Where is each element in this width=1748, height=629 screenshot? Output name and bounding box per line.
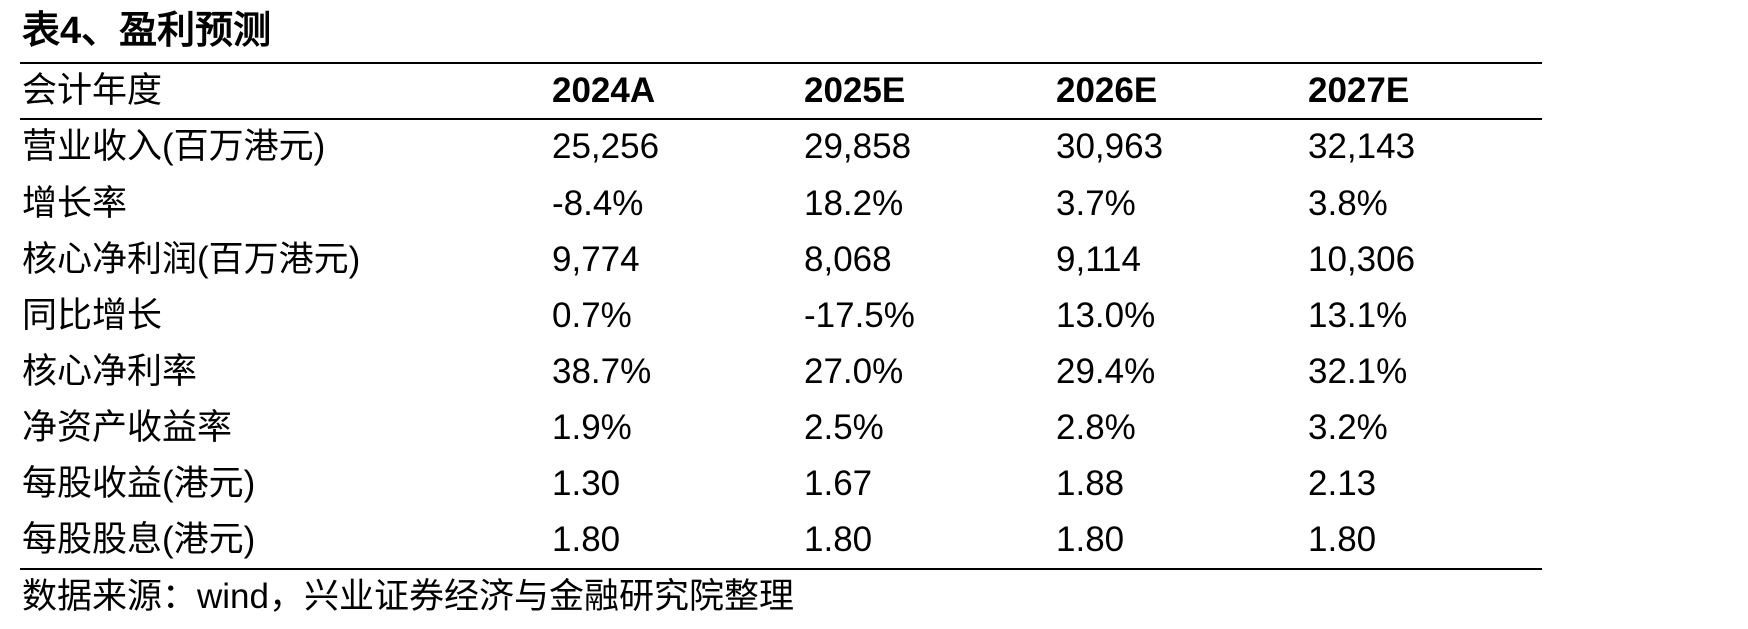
table-cell: 13.1%: [1308, 296, 1408, 335]
table-row: 每股股息(港元) 1.80 1.80 1.80 1.80: [22, 512, 1540, 568]
table-cell: 1.30: [552, 464, 621, 503]
table-cell: 2.8%: [1056, 408, 1136, 447]
table-cell: 29,858: [804, 127, 912, 166]
row-label: 每股股息(港元): [22, 520, 256, 559]
table-cell: 9,774: [552, 240, 640, 279]
row-label: 净资产收益率: [22, 408, 233, 447]
table-title: 表4、盈利预测: [22, 10, 272, 52]
table-cell: 32.1%: [1308, 352, 1408, 391]
source-note: 数据来源：wind，兴业证券经济与金融研究院整理: [22, 577, 794, 616]
table-cell: 32,143: [1308, 127, 1416, 166]
table-cell: 25,256: [552, 127, 660, 166]
table-cell: 1.9%: [552, 408, 632, 447]
row-label: 同比增长: [22, 296, 163, 335]
row-label: 营业收入(百万港元): [22, 127, 326, 166]
header-year-2027e: 2027E: [1308, 71, 1410, 110]
table-cell: 3.7%: [1056, 184, 1136, 223]
table-cell: 9,114: [1056, 240, 1141, 279]
table-row: 增长率 -8.4% 18.2% 3.7% 3.8%: [22, 176, 1540, 232]
table-cell: 29.4%: [1056, 352, 1156, 391]
table-cell: 38.7%: [552, 352, 652, 391]
table-row: 营业收入(百万港元) 25,256 29,858 30,963 32,143: [22, 118, 1540, 176]
table-cell: 13.0%: [1056, 296, 1156, 335]
earnings-forecast-table: 会计年度 2024A 2025E 2026E 2027E 营业收入(百万港元) …: [22, 64, 1540, 568]
table-row: 每股收益(港元) 1.30 1.67 1.88 2.13: [22, 456, 1540, 512]
table-cell: -8.4%: [552, 184, 644, 223]
table-row: 核心净利率 38.7% 27.0% 29.4% 32.1%: [22, 344, 1540, 400]
table-cell: 2.13: [1308, 464, 1377, 503]
forecast-table-block: 表4、盈利预测 会计年度 2024A 2025E 2026E 2027E 营业收…: [20, 0, 1542, 570]
table-cell: 10,306: [1308, 240, 1416, 279]
table-cell: 1.88: [1056, 464, 1125, 503]
header-row: 会计年度 2024A 2025E 2026E 2027E: [22, 64, 1540, 118]
table-row: 同比增长 0.7% -17.5% 13.0% 13.1%: [22, 288, 1540, 344]
header-year-2026e: 2026E: [1056, 71, 1158, 110]
row-label: 增长率: [22, 184, 128, 223]
row-label: 核心净利润(百万港元): [22, 240, 361, 279]
top-rule: [20, 62, 1542, 64]
table-cell: 2.5%: [804, 408, 884, 447]
table-cell: -17.5%: [804, 296, 915, 335]
table-cell: 3.2%: [1308, 408, 1388, 447]
table-cell: 3.8%: [1308, 184, 1388, 223]
row-label: 核心净利率: [22, 352, 198, 391]
bottom-rule: [20, 568, 1542, 570]
table-cell: 1.80: [804, 520, 873, 559]
table-cell: 27.0%: [804, 352, 904, 391]
table-cell: 1.80: [552, 520, 621, 559]
table-cell: 18.2%: [804, 184, 904, 223]
table-cell: 30,963: [1056, 127, 1164, 166]
header-label: 会计年度: [22, 71, 163, 110]
table-cell: 1.80: [1308, 520, 1377, 559]
table-cell: 0.7%: [552, 296, 632, 335]
header-rule: [20, 118, 1542, 120]
table-row: 净资产收益率 1.9% 2.5% 2.8% 3.2%: [22, 400, 1540, 456]
table-cell: 1.67: [804, 464, 873, 503]
header-year-2024a: 2024A: [552, 71, 656, 110]
table-cell: 1.80: [1056, 520, 1125, 559]
table-cell: 8,068: [804, 240, 892, 279]
table-row: 核心净利润(百万港元) 9,774 8,068 9,114 10,306: [22, 232, 1540, 288]
header-year-2025e: 2025E: [804, 71, 906, 110]
row-label: 每股收益(港元): [22, 464, 256, 503]
